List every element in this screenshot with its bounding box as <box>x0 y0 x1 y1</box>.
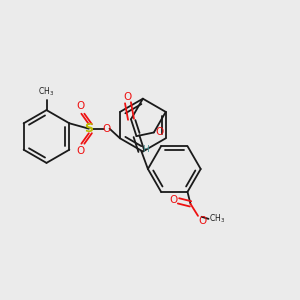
Text: O: O <box>169 195 178 205</box>
Text: O: O <box>103 124 111 134</box>
Text: H: H <box>142 145 149 154</box>
Text: CH$_3$: CH$_3$ <box>209 213 225 225</box>
Text: CH$_3$: CH$_3$ <box>38 86 55 98</box>
Text: O: O <box>76 101 85 111</box>
Text: O: O <box>76 146 85 156</box>
Text: O: O <box>199 217 207 226</box>
Text: O: O <box>156 127 164 137</box>
Text: O: O <box>124 92 132 102</box>
Text: S: S <box>84 122 93 135</box>
